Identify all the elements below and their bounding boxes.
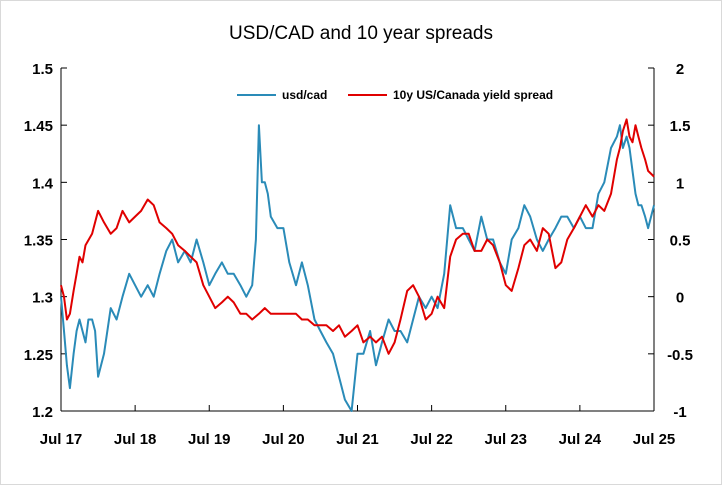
x-tick-label: Jul 17 xyxy=(40,431,83,448)
axes: 1.2 1.25 1.3 1.35 1.4 1.45 1.5 -1 -0.5 0 0.5 1 1.5 2 J… xyxy=(24,61,693,448)
legend: usd/cad 10y US/Canada yield spread xyxy=(237,88,553,102)
y-right-tick-label: 2 xyxy=(676,61,684,78)
y-left-tick-label: 1.5 xyxy=(32,61,53,78)
x-tick-label: Jul 22 xyxy=(410,431,453,448)
chart-title: USD/CAD and 10 year spreads xyxy=(229,23,493,44)
series-line-yield-spread xyxy=(60,118,655,355)
y-right-tick-label: -1 xyxy=(673,404,686,421)
y-right-tick-label: 0 xyxy=(676,290,684,307)
x-tick-label: Jul 18 xyxy=(114,431,157,448)
x-tick-label: Jul 19 xyxy=(188,431,231,448)
y-right-tick-label: 0.5 xyxy=(670,233,691,250)
y-left-tick-label: 1.25 xyxy=(24,347,53,364)
y-right-tick-label: 1.5 xyxy=(670,118,691,135)
x-tick-label: Jul 20 xyxy=(262,431,305,448)
x-tick-label: Jul 24 xyxy=(559,431,602,448)
y-right-tick-label: 1 xyxy=(676,175,684,192)
y-left-tick-label: 1.2 xyxy=(32,404,53,421)
legend-label-usdcad: usd/cad xyxy=(282,88,327,102)
y-left-tick-label: 1.4 xyxy=(32,175,54,192)
y-left-tick-label: 1.3 xyxy=(32,290,53,307)
x-tick-label: Jul 23 xyxy=(484,431,527,448)
series-layer xyxy=(60,118,655,412)
y-right-tick-label: -0.5 xyxy=(667,347,693,364)
x-tick-label: Jul 21 xyxy=(336,431,379,448)
y-left-tick-label: 1.45 xyxy=(24,118,53,135)
legend-label-yield-spread: 10y US/Canada yield spread xyxy=(393,88,553,102)
y-left-tick-label: 1.35 xyxy=(24,233,53,250)
series-line-usdcad xyxy=(60,124,655,412)
x-tick-label: Jul 25 xyxy=(633,431,676,448)
